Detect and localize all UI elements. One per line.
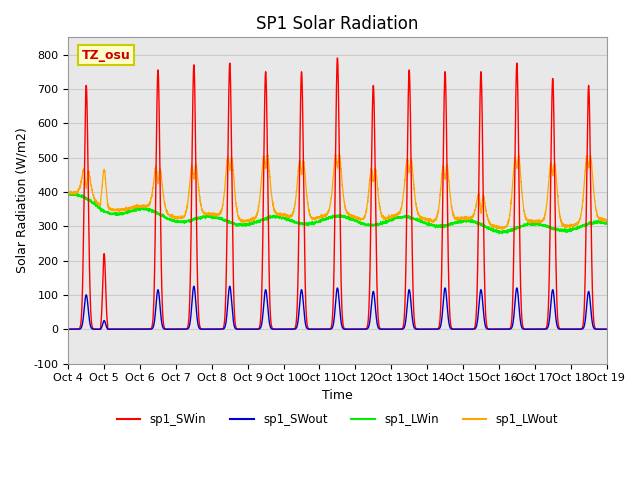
sp1_LWin xyxy=(489,227,497,233)
sp1_LWout xyxy=(498,226,506,232)
sp1_LWout xyxy=(264,152,271,157)
sp1_LWout xyxy=(602,218,610,224)
sp1_LWout xyxy=(603,218,611,224)
Legend: sp1_SWin, sp1_SWout, sp1_LWin, sp1_LWout: sp1_SWin, sp1_SWout, sp1_LWin, sp1_LWout xyxy=(112,408,563,431)
sp1_LWin xyxy=(317,217,325,223)
sp1_LWin xyxy=(161,215,169,220)
Y-axis label: Solar Radiation (W/m2): Solar Radiation (W/m2) xyxy=(15,128,28,273)
sp1_LWin xyxy=(603,221,611,227)
Text: TZ_osu: TZ_osu xyxy=(82,48,131,61)
sp1_SWout xyxy=(161,326,169,332)
sp1_LWin xyxy=(65,191,72,197)
Line: sp1_SWout: sp1_SWout xyxy=(68,286,607,329)
sp1_SWout xyxy=(104,326,111,332)
sp1_SWin xyxy=(489,326,497,332)
sp1_SWin xyxy=(161,326,169,332)
sp1_SWout xyxy=(489,326,497,332)
Line: sp1_SWin: sp1_SWin xyxy=(68,58,607,329)
sp1_LWin xyxy=(68,190,76,196)
sp1_SWout xyxy=(602,326,610,332)
sp1_SWin xyxy=(429,326,436,332)
sp1_SWout xyxy=(190,283,198,289)
sp1_SWin xyxy=(602,326,610,332)
sp1_LWout xyxy=(317,212,325,217)
sp1_SWin xyxy=(458,326,466,332)
sp1_SWin xyxy=(65,326,72,332)
Line: sp1_LWout: sp1_LWout xyxy=(68,155,607,229)
sp1_LWout xyxy=(458,216,466,221)
sp1_LWout xyxy=(65,190,72,195)
Line: sp1_LWin: sp1_LWin xyxy=(68,193,607,234)
sp1_LWout xyxy=(428,218,436,224)
sp1_SWin xyxy=(603,326,611,332)
sp1_LWout xyxy=(161,202,169,208)
sp1_SWout xyxy=(429,326,436,332)
sp1_SWout xyxy=(603,326,611,332)
Title: SP1 Solar Radiation: SP1 Solar Radiation xyxy=(256,15,419,33)
sp1_SWout xyxy=(65,326,72,332)
sp1_SWin xyxy=(104,326,111,332)
sp1_SWout xyxy=(317,326,325,332)
sp1_SWout xyxy=(458,326,466,332)
sp1_LWin xyxy=(428,223,436,228)
sp1_SWin xyxy=(333,55,341,61)
sp1_LWin xyxy=(602,220,610,226)
sp1_SWin xyxy=(317,326,325,332)
sp1_LWin xyxy=(458,218,466,224)
sp1_LWin xyxy=(495,231,502,237)
X-axis label: Time: Time xyxy=(322,389,353,402)
sp1_LWout xyxy=(489,222,497,228)
